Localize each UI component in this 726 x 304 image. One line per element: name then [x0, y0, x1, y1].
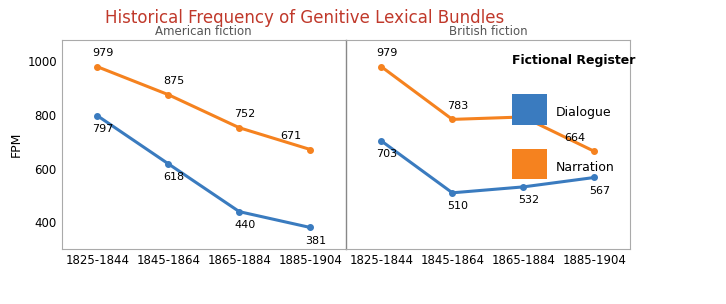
Text: Dialogue: Dialogue	[555, 106, 611, 119]
Text: Historical Frequency of Genitive Lexical Bundles: Historical Frequency of Genitive Lexical…	[105, 9, 505, 27]
Text: 618: 618	[163, 172, 184, 182]
Text: 979: 979	[376, 48, 398, 58]
Text: Narration: Narration	[555, 161, 614, 174]
Title: American fiction: American fiction	[155, 25, 252, 38]
Text: 703: 703	[376, 149, 397, 159]
Text: 875: 875	[163, 76, 184, 86]
Text: 792: 792	[518, 98, 539, 109]
Text: 532: 532	[518, 195, 539, 205]
Text: 979: 979	[92, 48, 113, 58]
Title: British fiction: British fiction	[449, 25, 527, 38]
Text: 752: 752	[234, 109, 256, 119]
Text: 671: 671	[280, 131, 301, 141]
Y-axis label: FPM: FPM	[10, 132, 23, 157]
Text: 664: 664	[564, 133, 585, 143]
Text: 440: 440	[234, 220, 256, 230]
Text: 381: 381	[305, 236, 327, 246]
Text: 567: 567	[590, 186, 611, 196]
Text: 783: 783	[447, 101, 468, 111]
Text: 797: 797	[92, 124, 113, 134]
Text: 510: 510	[447, 201, 468, 211]
Text: Fictional Register: Fictional Register	[512, 54, 635, 67]
